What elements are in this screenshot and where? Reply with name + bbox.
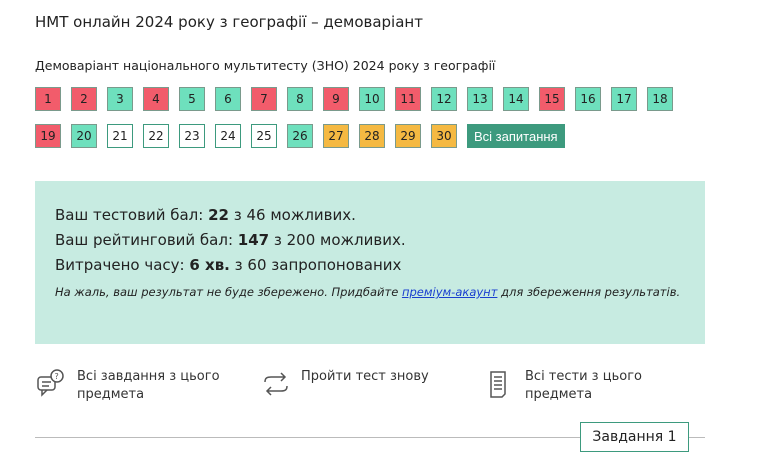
question-button-10[interactable]: 10 (359, 87, 385, 111)
question-button-5[interactable]: 5 (179, 87, 205, 111)
question-button-28[interactable]: 28 (359, 124, 385, 148)
question-button-18[interactable]: 18 (647, 87, 673, 111)
question-row: 1 2 3 4 5 6 7 8 9 10 11 12 13 14 15 16 17 18 (35, 87, 695, 111)
test-score: 22 (208, 206, 229, 224)
task-number-label: Завдання 1 (580, 422, 689, 452)
question-button-9[interactable]: 9 (323, 87, 349, 111)
all-questions-button[interactable]: Всі запитання (467, 124, 565, 148)
question-button-15[interactable]: 15 (539, 87, 565, 111)
question-button-16[interactable]: 16 (575, 87, 601, 111)
question-button-22[interactable]: 22 (143, 124, 169, 148)
rating-score-line: Ваш рейтинговий бал: 147 з 200 можливих. (55, 231, 406, 249)
rating-score: 147 (237, 231, 270, 249)
question-button-17[interactable]: 17 (611, 87, 637, 111)
question-button-26[interactable]: 26 (287, 124, 313, 148)
all-tasks-link[interactable]: ? Всі завдання з цього предмета (35, 368, 227, 406)
test-score-line: Ваш тестовий бал: 22 з 46 можливих. (55, 206, 356, 224)
question-button-14[interactable]: 14 (503, 87, 529, 111)
question-button-8[interactable]: 8 (287, 87, 313, 111)
question-button-19[interactable]: 19 (35, 124, 61, 148)
result-panel: Ваш тестовий бал: 22 з 46 можливих. Ваш … (35, 181, 705, 344)
question-button-27[interactable]: 27 (323, 124, 349, 148)
retry-test-link[interactable]: Пройти тест знову (261, 368, 429, 406)
question-button-1[interactable]: 1 (35, 87, 61, 111)
question-button-20[interactable]: 20 (71, 124, 97, 148)
divider (35, 437, 705, 438)
question-button-3[interactable]: 3 (107, 87, 133, 111)
question-button-21[interactable]: 21 (107, 124, 133, 148)
premium-account-link[interactable]: преміум-акаунт (401, 285, 498, 299)
question-button-7[interactable]: 7 (251, 87, 277, 111)
all-tests-link[interactable]: Всі тести з цього предмета (485, 368, 665, 406)
question-button-23[interactable]: 23 (179, 124, 205, 148)
question-button-24[interactable]: 24 (215, 124, 241, 148)
question-button-30[interactable]: 30 (431, 124, 457, 148)
question-navigator: 1 2 3 4 5 6 7 8 9 10 11 12 13 14 15 16 17 18 19 20 21 22 23 24… (35, 87, 695, 161)
document-icon (485, 368, 515, 406)
question-button-25[interactable]: 25 (251, 124, 277, 148)
question-button-12[interactable]: 12 (431, 87, 457, 111)
question-button-6[interactable]: 6 (215, 87, 241, 111)
question-button-29[interactable]: 29 (395, 124, 421, 148)
page-title: НМТ онлайн 2024 року з географії – демов… (35, 13, 423, 31)
chat-question-icon: ? (35, 368, 67, 406)
question-row: 19 20 21 22 23 24 25 26 27 28 29 30 Всі запитання (35, 124, 695, 148)
svg-text:?: ? (55, 372, 59, 381)
test-subtitle: Демоваріант національного мультитесту (З… (35, 58, 496, 73)
question-button-4[interactable]: 4 (143, 87, 169, 111)
save-note: На жаль, ваш результат не буде збережено… (55, 285, 681, 299)
time-spent: 6 хв. (189, 256, 230, 274)
question-button-2[interactable]: 2 (71, 87, 97, 111)
repeat-icon (261, 368, 291, 406)
question-button-13[interactable]: 13 (467, 87, 493, 111)
question-button-11[interactable]: 11 (395, 87, 421, 111)
time-spent-line: Витрачено часу: 6 хв. з 60 запропоновани… (55, 256, 402, 274)
